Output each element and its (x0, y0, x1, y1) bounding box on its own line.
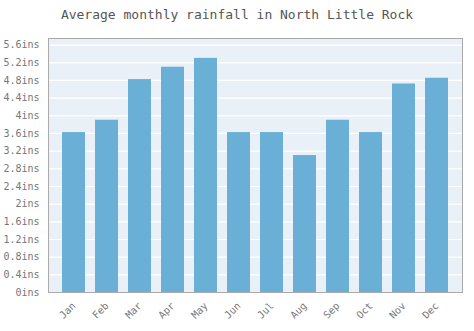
svg-text:Apr: Apr (156, 300, 177, 321)
svg-text:Feb: Feb (90, 300, 111, 321)
svg-text:1.6ins: 1.6ins (3, 216, 39, 227)
svg-text:0.4ins: 0.4ins (3, 269, 39, 280)
svg-text:Jul: Jul (255, 300, 276, 321)
svg-text:2.4ins: 2.4ins (3, 181, 39, 192)
svg-text:Jan: Jan (57, 300, 78, 321)
svg-text:Sep: Sep (321, 300, 342, 321)
svg-text:4.8ins: 4.8ins (3, 75, 39, 86)
svg-text:Dec: Dec (420, 300, 441, 321)
svg-text:5.6ins: 5.6ins (3, 39, 39, 50)
svg-text:3.2ins: 3.2ins (3, 145, 39, 156)
svg-text:Aug: Aug (288, 300, 309, 321)
svg-text:2.8ins: 2.8ins (3, 163, 39, 174)
svg-text:Mar: Mar (123, 300, 144, 321)
svg-text:3.6ins: 3.6ins (3, 128, 39, 139)
html-text:Average monthly rainfall in No: Average monthly rainfall in North Little… (60, 7, 414, 22)
svg-text:4ins: 4ins (15, 110, 39, 121)
svg-text:May: May (189, 300, 210, 321)
svg-text:Jun: Jun (222, 300, 243, 321)
svg-text:5.2ins: 5.2ins (3, 57, 39, 68)
svg-text:Oct: Oct (354, 300, 375, 321)
svg-text:4.4ins: 4.4ins (3, 92, 39, 103)
svg-text:2ins: 2ins (15, 198, 39, 209)
svg-text:Nov: Nov (387, 300, 408, 321)
svg-text:0.8ins: 0.8ins (3, 251, 39, 262)
svg-text:0ins: 0ins (15, 287, 39, 298)
svg-text:1.2ins: 1.2ins (3, 234, 39, 245)
